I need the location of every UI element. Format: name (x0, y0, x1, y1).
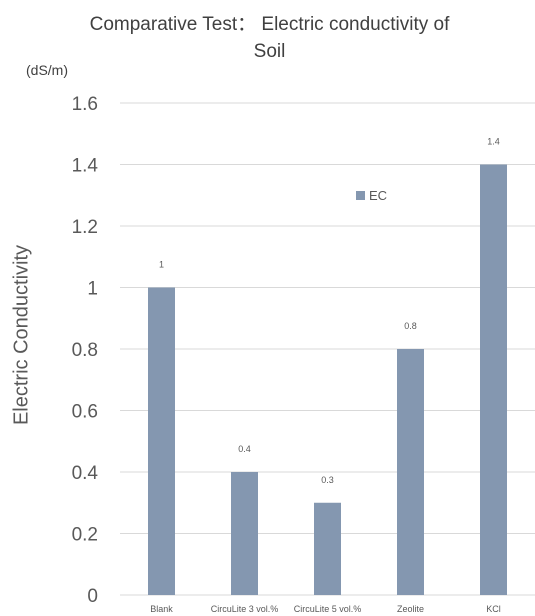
y-tick-label: 0.8 (72, 340, 98, 361)
y-tick-label: 1 (87, 279, 98, 300)
bar (397, 349, 424, 595)
y-tick-label: 0.4 (72, 463, 99, 484)
legend-swatch-ec (356, 191, 365, 200)
y-tick-label: 1.4 (72, 156, 99, 177)
x-tick-label: KCl (486, 604, 501, 614)
data-label: 0.3 (321, 475, 334, 485)
bar (231, 472, 258, 595)
data-label: 1.4 (487, 137, 500, 147)
y-tick-label: 0.6 (72, 402, 98, 423)
bar (148, 287, 175, 595)
y-tick-label: 0 (87, 586, 98, 607)
x-tick-label: Blank (150, 604, 173, 614)
y-tick-label: 1.2 (72, 217, 98, 238)
y-axis-unit-label: (dS/m) (26, 62, 68, 78)
x-tick-label: CircuLite 5 vol.% (294, 604, 362, 614)
legend-label-ec: EC (369, 188, 388, 203)
x-tick-label: Zeolite (397, 604, 424, 614)
bar (314, 502, 341, 595)
data-label: 0.8 (404, 321, 417, 331)
chart-legend: EC (356, 188, 387, 203)
bar (480, 164, 507, 595)
y-tick-label: 1.6 (72, 94, 98, 115)
chart-title-line-2: Soil (253, 41, 286, 62)
x-tick-label: CircuLite 3 vol.% (211, 604, 279, 614)
chart-title-line-1: Comparative Test： Electric conductivity … (89, 14, 450, 35)
data-label: 1 (159, 260, 164, 270)
y-tick-label: 0.2 (72, 525, 98, 546)
data-label: 0.4 (238, 444, 251, 454)
